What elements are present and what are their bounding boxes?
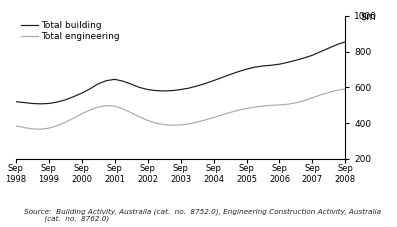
Text: Source:  Building Activity, Australia (cat.  no.  8752.0), Engineering Construct: Source: Building Activity, Australia (ca… — [24, 208, 381, 222]
Legend: Total building, Total engineering: Total building, Total engineering — [20, 20, 121, 42]
Y-axis label: $m: $m — [360, 12, 376, 22]
